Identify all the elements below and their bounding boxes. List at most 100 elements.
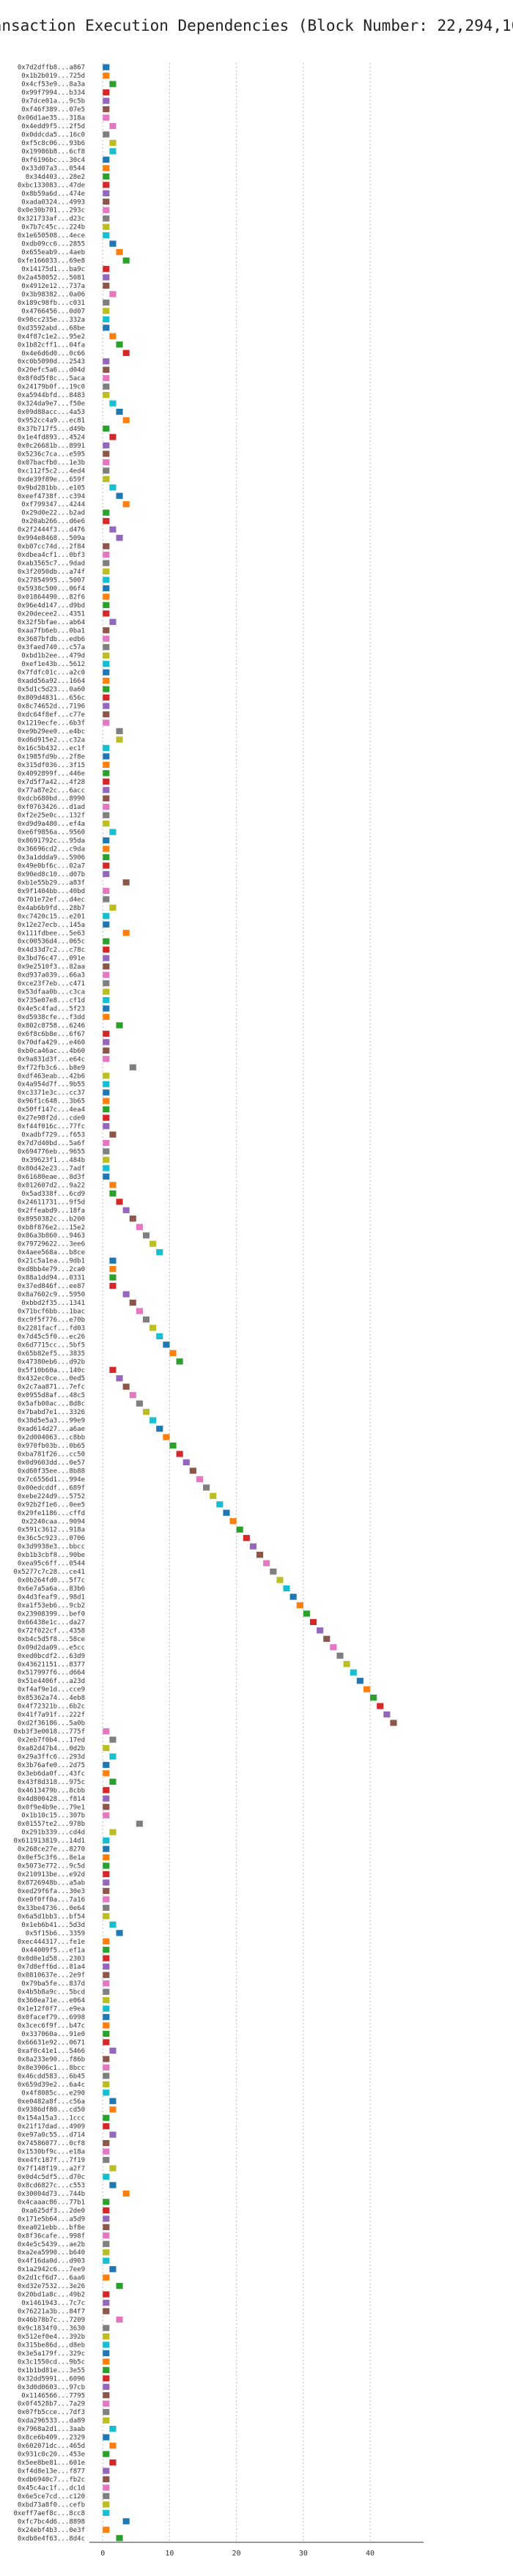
tx-hash-label: 0xed0bcdf2...63d9 [18,1653,85,1660]
tx-hash-label: 0x0810637e...2e9f [18,1972,85,1980]
tx-hash-label: 0x4b5b8a9c...5bcd [18,1989,85,1996]
tx-bar [229,1518,237,1525]
tx-bar [103,2232,110,2239]
tx-hash-label: 0x2d1cf6d7...6aa6 [18,2275,85,2282]
tx-bar [103,2501,110,2508]
tx-hash-label: 0x29a3ffc6...293d [18,1753,85,1761]
tx-bar [103,509,110,516]
tx-bar [103,669,110,676]
tx-bar [103,64,110,70]
tx-bar [203,1484,210,1491]
x-tick-label: 20 [232,2550,241,2558]
tx-hash-label: 0x4f87c1e2...95e2 [18,333,85,341]
tx-hash-label: 0xa625df3...2de0 [21,2207,85,2215]
tx-bar [103,1165,110,1172]
tx-bar [103,199,110,205]
tx-bar [122,1291,130,1298]
tx-hash-label: 0x8b59a6d...474e [21,190,85,198]
tx-hash-label: 0x7f148f19...a2f7 [18,2166,85,2173]
tx-hash-label: 0x80d42e23...7adf [18,1165,85,1172]
tx-bar [103,114,110,121]
tx-hash-label: 0x5277c7c28...ce41 [13,1569,85,1576]
tx-bar [122,930,130,936]
tx-hash-label: 0xd2f36186...5a0b [18,1720,85,1728]
tx-bar [103,602,110,609]
tx-bar [343,1661,350,1668]
tx-bar [103,391,110,399]
tx-hash-label: 0x2f2444f3...d476 [18,527,85,534]
tx-bar [142,1232,150,1239]
tx-hash-label: 0xada0324...4993 [21,199,85,206]
tx-hash-label: 0xc00536d4...065c [18,939,85,946]
tx-bar [103,1039,110,1045]
tx-hash-label: 0xd937a039...66a3 [18,972,85,980]
tx-hash-label: 0xe0f0ff0a...7a16 [18,1896,85,1903]
tx-bar [103,2417,110,2424]
tx-bar [103,1887,110,1895]
tx-hash-label: 0x7dce01a...9c5b [21,98,85,106]
tx-hash-label: 0x8a233e90...f86b [18,2056,85,2063]
tx-hash-label: 0x5236c7ca...e595 [18,451,85,458]
tx-bar [249,1543,256,1550]
tx-bar [103,980,110,987]
tx-hash-label: 0x7d7d40bd...5a6f [18,1140,85,1147]
tx-bar [109,829,117,835]
tx-bar [289,1594,297,1600]
tx-bar [109,2266,117,2273]
tx-bar [103,854,110,861]
tx-bar [103,442,110,449]
tx-bar [103,678,110,684]
tx-bar [103,2090,110,2096]
tx-hash-label: 0x46b78b7c...7209 [18,2317,85,2324]
tx-hash-label: 0x802c8758...6246 [18,1022,85,1029]
tx-hash-label: 0x970fb03b...0b65 [18,1443,85,1450]
tx-bar [103,2476,110,2483]
tx-hash-label: 0x8cd6827c...c553 [18,2182,85,2189]
tx-bar [103,568,110,575]
tx-bar [109,148,117,155]
tx-bar [103,812,110,818]
tx-hash-label: 0x43f8d318...975c [18,1779,85,1786]
tx-bar [103,585,110,592]
tx-hash-label: 0x33be4736...0e64 [18,1905,85,1912]
tx-bar [122,1207,130,1213]
tx-bar [103,963,110,970]
tx-hash-label: 0x6e7a5a6a...83b6 [18,1585,85,1593]
tx-bar [103,173,110,179]
tx-bar [103,1846,110,1852]
tx-hash-label: 0x8f36cafe...998f [18,2232,85,2240]
tx-bar [103,2299,110,2306]
tx-hash-label: 0xe4fc187f...7f19 [18,2157,85,2164]
tx-bar [116,2535,123,2542]
tx-hash-label: 0x1e4fd893...4524 [18,434,85,441]
tx-bar [122,2518,130,2525]
tx-hash-label: 0x4e6d6d0...0c66 [21,350,85,358]
tx-bar [109,1274,117,1281]
tx-hash-label: 0x0ddcda5...16c0 [21,132,85,139]
tx-hash-label: 0xf799347...4244 [21,501,85,508]
tx-hash-label: 0x4e5c4fad...5f23 [18,1006,85,1013]
tx-hash-label: 0xea021ebb...bf8e [18,2224,85,2232]
tx-hash-label: 0x88a1dd94...0331 [18,1275,85,1282]
tx-bar [103,518,110,525]
tx-hash-label: 0x3c1550cd...9b5c [18,2358,85,2366]
tx-hash-label: 0xdcb680bd...8990 [18,796,85,803]
tx-bar [103,2392,110,2399]
tx-bar [103,383,110,390]
tx-bar [116,492,123,499]
tx-bar [103,2342,110,2348]
tx-hash-label: 0x321733af...d23c [18,215,85,223]
tx-hash-label: 0xb4c5d5f8...58ce [18,1636,85,1643]
tx-hash-label: 0x5ad338f...6cd9 [21,1191,85,1198]
tx-hash-label: 0xa5944bfd...8483 [18,392,85,399]
tx-hash-label: 0xc7420c15...e201 [18,913,85,920]
tx-bar [103,1804,110,1810]
tx-hash-label: 0x71bcf6bb...1bac [18,1308,85,1315]
tx-hash-label: 0x46cdd583...6b45 [18,2073,85,2080]
tx-bar [296,1602,303,1609]
tx-hash-label: 0x7c6556d1...994e [18,1476,85,1484]
tx-hash-label: 0x29fe1186...cffd [18,1510,85,1517]
tx-hash-label: 0xef1e43b...5612 [21,661,85,668]
tx-hash-label: 0xf0763426...d1ad [18,804,85,811]
tx-bar [103,325,110,331]
